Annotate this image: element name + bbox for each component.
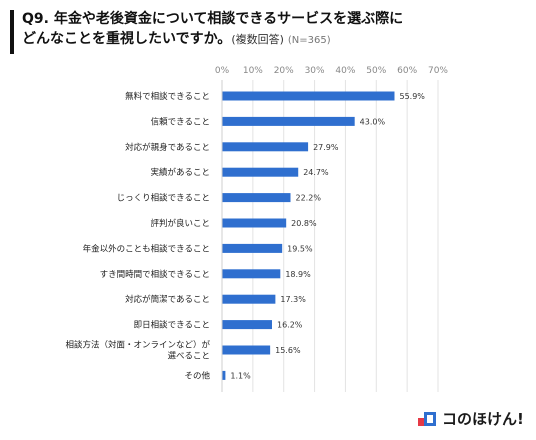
category-label: 相談方法（対面・オンラインなど）が選べること [65, 340, 210, 362]
category-label: 年金以外のことも相談できること [83, 243, 210, 254]
chart-title: Q9. 年金や老後資金について相談できるサービスを選ぶ際に [22, 11, 404, 27]
category-label: 実績があること [150, 167, 210, 178]
bar-value-label: 20.8% [291, 219, 317, 228]
bar [222, 167, 299, 177]
chart-title-line2: どんなことを重視したいですか。(複数回答) (N=365) [22, 30, 331, 50]
category-label: 対応が簡潔であること [125, 294, 210, 305]
bar [222, 345, 271, 355]
bar-value-label: 24.7% [303, 168, 329, 177]
category-label: じっくり相談できること [117, 193, 210, 204]
bar [222, 218, 287, 228]
bar [222, 269, 281, 279]
chart-title-continued: どんなことを重視したいですか。 [22, 31, 232, 47]
x-tick-label: 60% [397, 66, 417, 76]
bar [222, 243, 283, 253]
category-label: その他 [184, 370, 210, 381]
logo-text: コのほけん! [442, 410, 524, 428]
x-tick-label: 20% [274, 66, 294, 76]
bar-value-label: 17.3% [280, 295, 306, 304]
bar-value-label: 16.2% [277, 321, 303, 330]
bar [222, 193, 291, 203]
x-tick-label: 10% [243, 66, 263, 76]
x-tick-label: 30% [305, 66, 325, 76]
title-accent-bar [10, 10, 14, 54]
bar [222, 91, 395, 101]
x-tick-label: 50% [366, 66, 386, 76]
bar-value-label: 27.9% [313, 143, 339, 152]
sample-size: (N=365) [287, 35, 331, 46]
bar [222, 294, 276, 304]
bar-value-label: 1.1% [230, 371, 251, 380]
category-label: 対応が親身であること [125, 142, 210, 153]
category-label: 無料で相談できること [125, 91, 210, 102]
bar-value-label: 19.5% [287, 244, 313, 253]
x-tick-label: 40% [335, 66, 355, 76]
bar-value-label: 43.0% [360, 117, 386, 126]
bar-value-label: 22.2% [296, 194, 322, 203]
x-tick-label: 0% [215, 66, 230, 76]
category-label: 即日相談できること [134, 320, 210, 331]
category-label: 信頼できること [151, 116, 210, 127]
bar [222, 370, 226, 380]
category-label: すき間時間で相談できること [100, 269, 210, 280]
bar-value-label: 15.6% [275, 346, 301, 355]
x-tick-label: 70% [428, 66, 448, 76]
multiple-answer-note: (複数回答) [231, 33, 284, 46]
category-label: 評判が良いこと [150, 218, 210, 229]
logo-mark-icon [418, 412, 436, 426]
bar-value-label: 18.9% [285, 270, 311, 279]
bar [222, 116, 355, 126]
bar [222, 142, 309, 152]
bar [222, 320, 272, 330]
brand-logo: コのほけん! [418, 406, 528, 430]
bar-value-label: 55.9% [399, 92, 425, 101]
